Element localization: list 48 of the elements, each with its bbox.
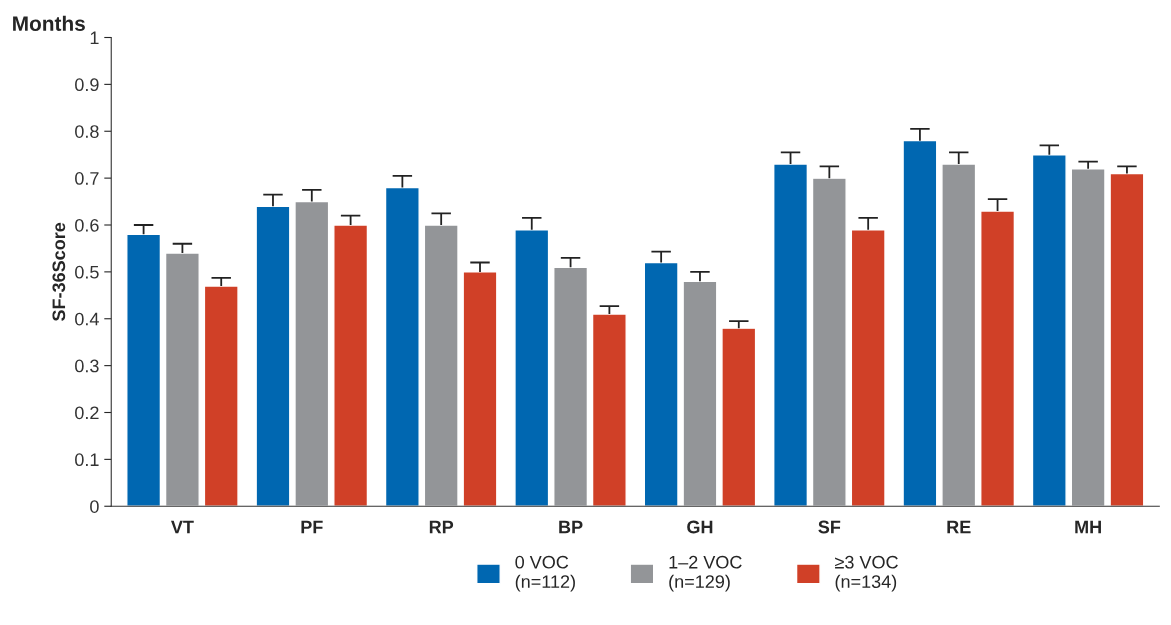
bar [333,224,369,507]
y-tick-label: 1 [90,31,99,45]
bar [203,285,239,507]
y-tick-label: 0.7 [75,172,99,185]
bar [255,205,291,507]
bar [164,252,200,507]
bar [462,271,498,507]
y-axis-title: SF-36Score [52,222,66,322]
y-tick-label: 0.3 [75,359,99,373]
y-tick-label: 0.5 [75,265,99,279]
x-tick-label: RP [429,520,454,534]
bar [682,280,718,507]
y-tick-label: 0 [90,500,99,513]
bar [384,186,420,507]
y-tick-label: 0.4 [75,312,99,326]
x-tick-label: MH [1075,520,1101,534]
y-tick-label: 0.2 [75,406,99,420]
legend-label: 0 VOC (n=112) [515,555,575,592]
bar [811,177,847,507]
x-tick-label: PF [301,520,323,534]
x-tick-label: RE [947,520,971,534]
y-tick-label: 0.8 [75,125,99,138]
bar [773,163,809,507]
bar [553,266,589,507]
bar [294,200,330,507]
x-tick-label: GH [687,520,713,534]
legend-label: ≥3 VOC (n=134) [835,555,898,592]
y-tick-label: 0.6 [75,218,99,232]
legend-label: 1–2 VOC (n=129) [669,555,742,592]
bar [980,210,1016,507]
bar [643,261,679,507]
chart-title: Months [13,15,85,31]
bar [1109,172,1145,507]
y-tick-label: 0.9 [75,78,99,92]
bar [126,233,162,507]
x-tick-label: SF [818,520,841,534]
bar [902,139,938,507]
bar [514,228,550,507]
bar [591,313,627,507]
bar [423,224,459,507]
x-tick-label: BP [559,520,583,534]
y-tick-label: 0.1 [75,453,99,467]
x-tick-label: VT [171,520,194,534]
bar [1031,153,1067,507]
bar [1070,168,1106,507]
bar [941,163,977,507]
bar [721,327,757,507]
bar [850,228,886,507]
